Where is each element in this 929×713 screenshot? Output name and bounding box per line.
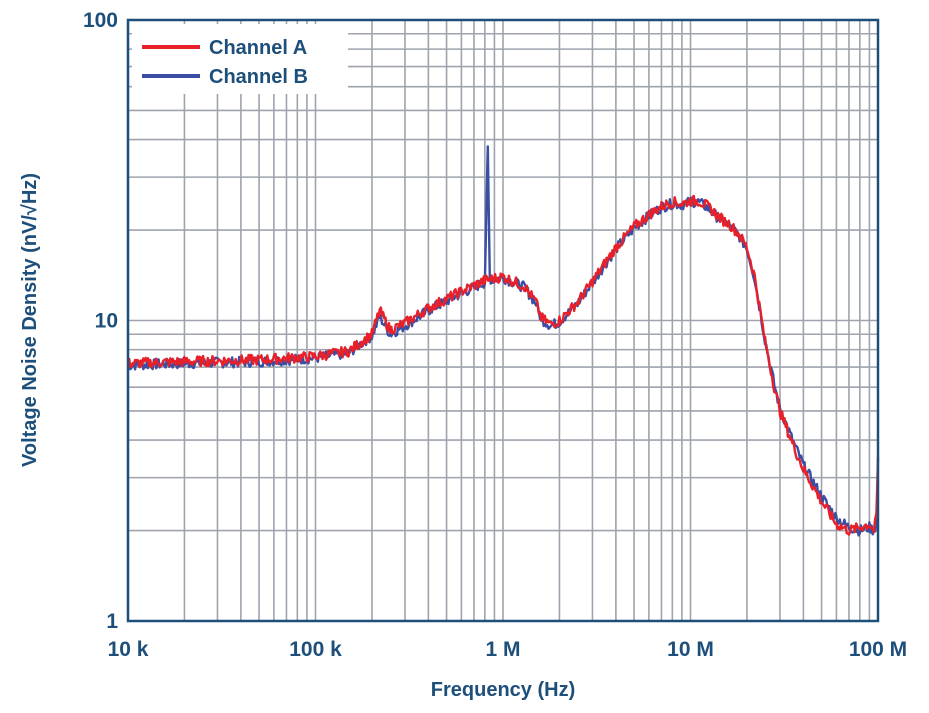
x-axis-label: Frequency (Hz) <box>431 679 575 701</box>
y-tick-labels: 1 10 100 <box>83 9 118 633</box>
legend-box <box>132 24 348 94</box>
grid-lines <box>128 20 878 621</box>
series-line-channel-a <box>126 194 880 536</box>
x-tick-label: 10 M <box>667 638 714 661</box>
x-tick-label: 100 k <box>289 638 342 661</box>
legend: Channel A Channel B <box>132 24 348 94</box>
x-tick-label: 1 M <box>485 638 520 661</box>
y-tick-label: 1 <box>106 610 118 633</box>
legend-label-channel-a: Channel A <box>209 37 307 59</box>
y-tick-label: 10 <box>95 310 118 333</box>
series-lines <box>126 145 880 537</box>
plot-frame <box>126 18 880 623</box>
x-tick-label: 100 M <box>849 638 907 661</box>
x-tick-label: 10 k <box>108 638 149 661</box>
y-axis-label: Voltage Noise Density (nV/√Hz) <box>19 173 41 467</box>
legend-label-channel-b: Channel B <box>209 66 308 88</box>
x-tick-labels: 10 k 100 k 1 M 10 M 100 M <box>108 638 908 661</box>
y-tick-label: 100 <box>83 9 118 32</box>
